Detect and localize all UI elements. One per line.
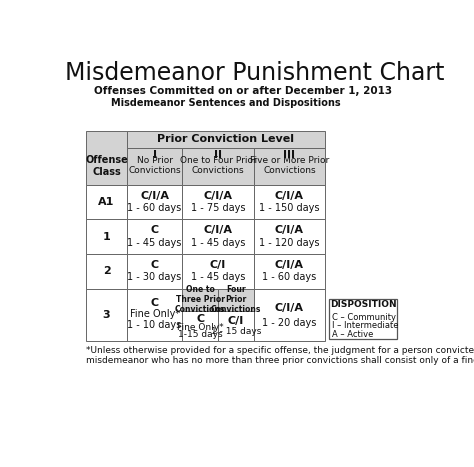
Bar (254, 184, 325, 219)
Bar (254, 254, 325, 289)
Text: *Unless otherwise provided for a specific offense, the judgment for a person con: *Unless otherwise provided for a specifi… (86, 346, 474, 365)
Text: 1-15 days: 1-15 days (178, 330, 223, 340)
Text: C/I/A: C/I/A (204, 226, 233, 235)
Bar (218, 289, 254, 311)
Text: 1 - 45 days: 1 - 45 days (128, 238, 182, 248)
Bar (86, 131, 127, 184)
Bar (127, 289, 182, 341)
Text: DISPOSITION: DISPOSITION (330, 300, 396, 309)
Text: Offense
Class: Offense Class (85, 156, 128, 177)
Text: C/I: C/I (228, 316, 244, 326)
Text: Misdemeanor Punishment Chart: Misdemeanor Punishment Chart (65, 62, 445, 85)
Text: C/I/A: C/I/A (275, 260, 304, 270)
Bar (127, 254, 182, 289)
Text: 1 - 60 days: 1 - 60 days (128, 203, 182, 213)
Text: I: I (153, 149, 156, 160)
Bar (182, 219, 254, 254)
Text: Five or More Prior
Convictions: Five or More Prior Convictions (250, 156, 329, 175)
Bar (127, 131, 325, 148)
Text: C: C (151, 226, 159, 235)
Text: C: C (151, 298, 159, 308)
Text: C/I: C/I (210, 260, 226, 270)
Text: Fine Only*: Fine Only* (129, 309, 180, 318)
Text: C/I/A: C/I/A (275, 191, 304, 201)
Bar (329, 299, 397, 339)
Text: 2: 2 (103, 266, 110, 276)
Text: C/I/A: C/I/A (204, 191, 233, 201)
Bar (218, 311, 254, 341)
Text: 1 - 30 days: 1 - 30 days (128, 272, 182, 283)
Text: C – Community: C – Community (332, 313, 396, 322)
Text: I – Intermediate: I – Intermediate (332, 321, 399, 330)
Text: C/I/A: C/I/A (140, 191, 169, 201)
Text: Offenses Committed on or after December 1, 2013: Offenses Committed on or after December … (94, 86, 392, 96)
Text: 1: 1 (103, 232, 110, 241)
Text: 1 - 45 days: 1 - 45 days (191, 238, 246, 248)
Text: II: II (214, 149, 222, 160)
Bar (127, 148, 182, 184)
Text: Four
Prior
Convictions: Four Prior Convictions (211, 285, 261, 314)
Text: 1 - 10 days: 1 - 10 days (128, 320, 182, 330)
Text: C: C (196, 314, 204, 324)
Text: 1 - 15 days: 1 - 15 days (211, 327, 261, 336)
Text: 1 - 75 days: 1 - 75 days (191, 203, 246, 213)
Text: One to Four Prior
Convictions: One to Four Prior Convictions (180, 156, 256, 175)
Bar (254, 289, 325, 341)
Text: C/I/A: C/I/A (275, 226, 304, 235)
Bar (182, 148, 254, 184)
Text: 1 - 45 days: 1 - 45 days (191, 272, 246, 283)
Text: Fine Only*: Fine Only* (177, 323, 224, 332)
Bar (86, 254, 127, 289)
Bar (127, 184, 182, 219)
Bar (254, 219, 325, 254)
Text: One to
Three Prior
Convictions: One to Three Prior Convictions (175, 285, 226, 314)
Text: 1 - 150 days: 1 - 150 days (259, 203, 319, 213)
Bar (182, 311, 218, 341)
Bar (86, 289, 127, 341)
Text: 1 - 120 days: 1 - 120 days (259, 238, 319, 248)
Text: C/I/A: C/I/A (275, 304, 304, 313)
Text: A – Active: A – Active (332, 330, 374, 339)
Text: A1: A1 (98, 197, 115, 207)
Bar (182, 184, 254, 219)
Bar (182, 254, 254, 289)
Text: III: III (283, 149, 295, 160)
Bar (86, 184, 127, 219)
Text: 1 - 60 days: 1 - 60 days (262, 272, 317, 283)
Bar (127, 219, 182, 254)
Bar (182, 289, 218, 311)
Text: C: C (151, 260, 159, 270)
Text: Prior Conviction Level: Prior Conviction Level (157, 134, 294, 144)
Text: No Prior
Convictions: No Prior Convictions (128, 156, 181, 175)
Text: 1 - 20 days: 1 - 20 days (262, 318, 317, 328)
Text: 3: 3 (103, 310, 110, 320)
Bar (254, 148, 325, 184)
Text: Misdemeanor Sentences and Dispositions: Misdemeanor Sentences and Dispositions (111, 99, 341, 108)
Bar (86, 219, 127, 254)
